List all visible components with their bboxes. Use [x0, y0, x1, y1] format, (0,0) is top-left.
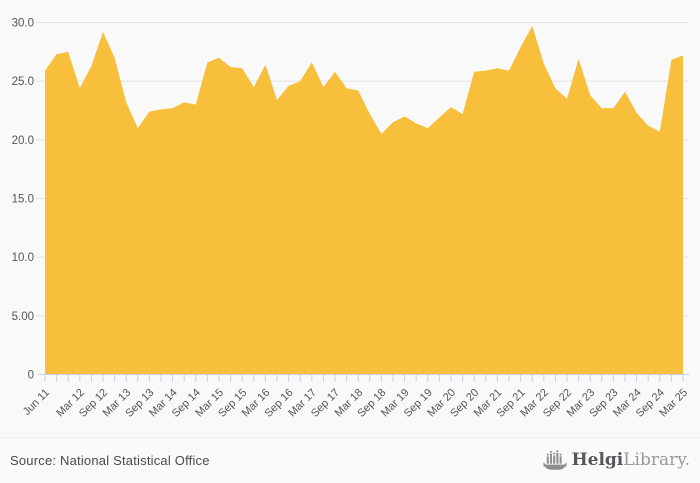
logo-text-helgi: Helgi [571, 450, 624, 470]
source-note: Source: National Statistical Office [10, 453, 210, 468]
y-axis-label: 30.0 [12, 18, 34, 30]
y-axis-label: 5.00 [12, 311, 34, 323]
y-axis-label: 20.0 [12, 135, 34, 147]
y-axis-label: 15.0 [12, 194, 34, 206]
chart-footer: Source: National Statistical Office [0, 437, 700, 483]
area-series [45, 26, 683, 375]
y-axis-label: 10.0 [12, 252, 34, 264]
logo-text-library: Library. [623, 450, 690, 470]
logo-wordmark: HelgiLibrary. [572, 452, 690, 469]
x-axis-label: Jun 11 [21, 387, 52, 418]
helgi-ship-icon [542, 449, 567, 472]
helgi-library-logo: HelgiLibrary. [542, 449, 690, 472]
y-axis-label: 25.0 [12, 76, 34, 88]
y-axis-label: 0 [28, 370, 34, 382]
